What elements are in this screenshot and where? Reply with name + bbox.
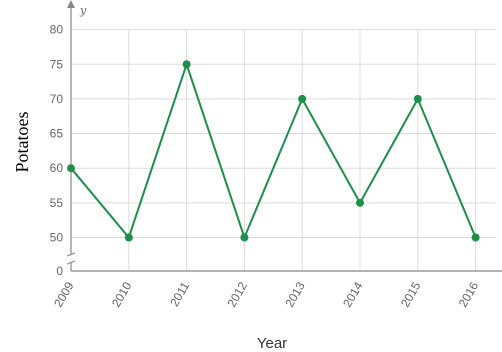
y-tick-label: 65 xyxy=(50,127,64,141)
data-point[interactable] xyxy=(67,164,75,173)
y-tick-label: 0 xyxy=(56,264,63,278)
y-axis-symbol: y xyxy=(79,4,87,17)
data-point[interactable] xyxy=(182,60,191,69)
y-tick-label: 50 xyxy=(50,231,64,245)
x-tick-label: 2016 xyxy=(456,279,482,309)
x-tick-label: 2013 xyxy=(282,279,308,309)
y-tick-label: 60 xyxy=(50,161,64,175)
data-point[interactable] xyxy=(471,233,480,242)
y-tick-label: 75 xyxy=(50,57,64,71)
y-tick-label: 55 xyxy=(50,196,64,210)
y-axis-arrow xyxy=(67,0,75,8)
data-point[interactable] xyxy=(124,233,133,242)
x-axis-label: Year xyxy=(257,335,287,352)
x-tick-label: 2010 xyxy=(109,279,135,309)
y-axis-label: Potatoes xyxy=(12,112,32,173)
y-tick-label: 80 xyxy=(50,23,64,37)
x-tick-label: 2014 xyxy=(340,279,366,309)
series-line xyxy=(70,61,477,241)
x-tick-labels: 2009 2010 2011 2012 2013 2014 2015 2016 xyxy=(51,279,481,309)
axes xyxy=(66,0,502,272)
data-point[interactable] xyxy=(356,198,364,207)
y-axis-break-icon xyxy=(66,252,76,265)
data-series xyxy=(67,60,480,242)
data-point[interactable] xyxy=(298,94,307,103)
data-point[interactable] xyxy=(240,233,249,242)
x-tick-label: 2012 xyxy=(225,279,251,309)
x-tick-label: 2009 xyxy=(51,279,77,309)
x-tick-label: 2015 xyxy=(398,279,424,309)
x-tick-label: 2011 xyxy=(167,279,192,309)
grid-lines xyxy=(71,29,496,271)
data-point[interactable] xyxy=(413,94,422,103)
y-tick-label: 70 xyxy=(50,92,64,106)
y-tick-labels: 0 50 55 60 65 70 75 80 xyxy=(50,23,64,278)
